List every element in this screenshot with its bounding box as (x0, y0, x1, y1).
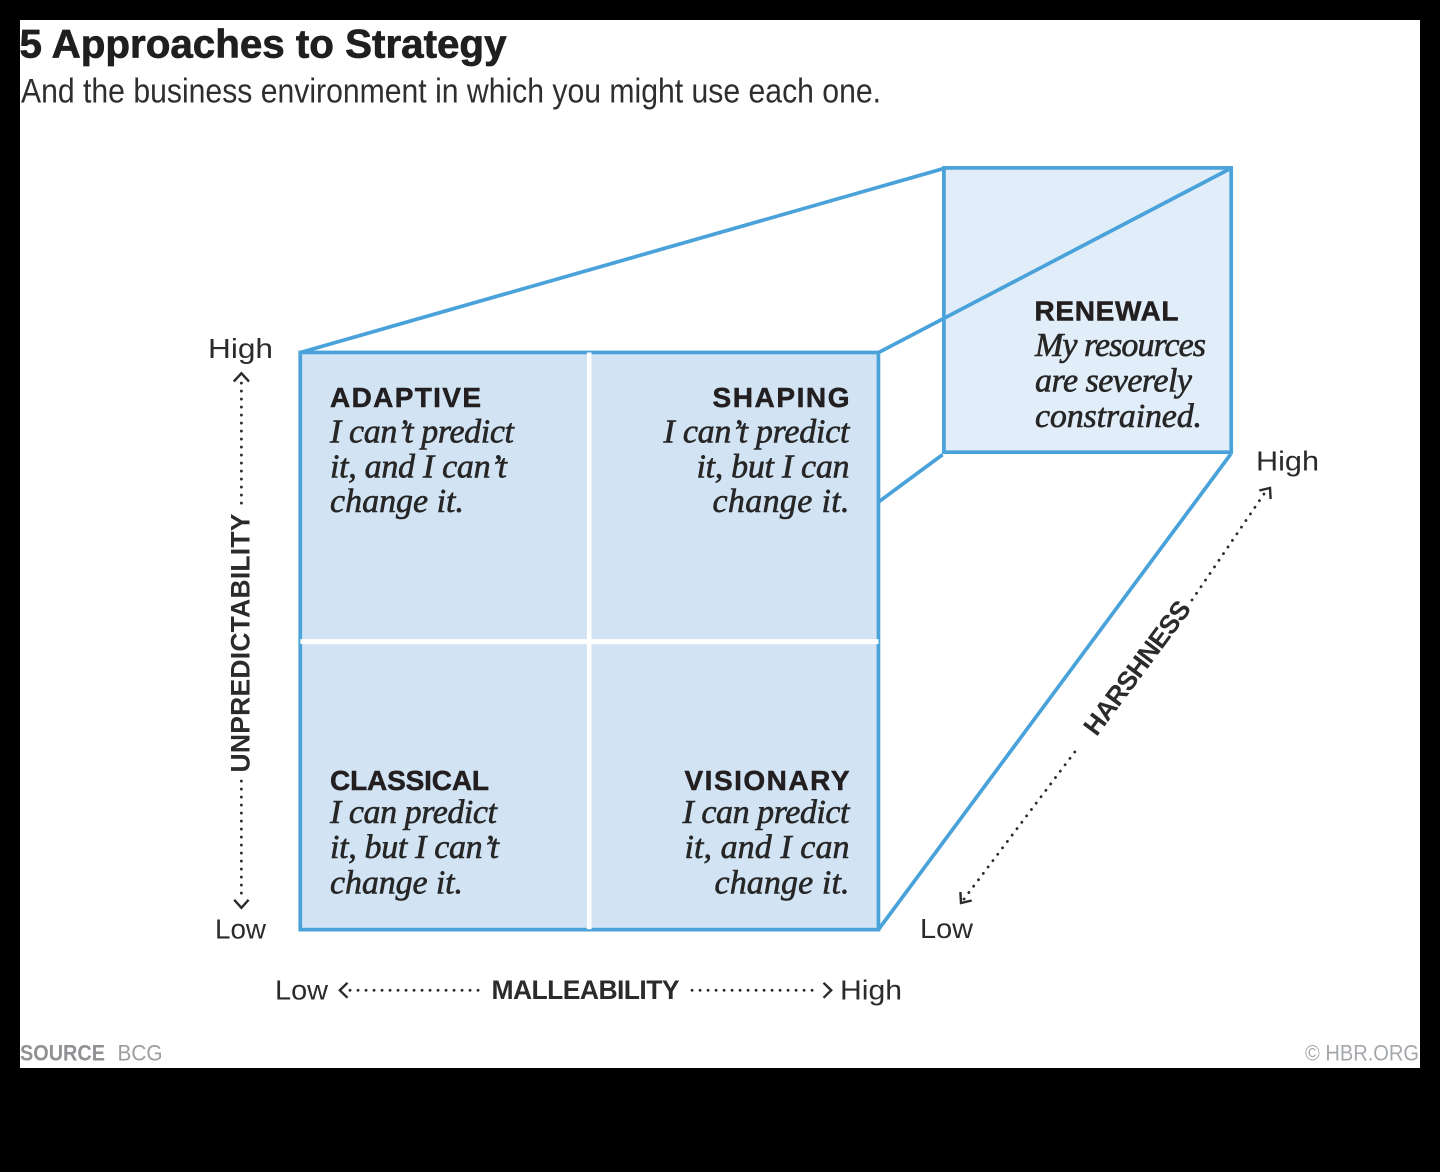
svg-text:CLASSICAL: CLASSICAL (330, 765, 489, 796)
svg-text:it, but I can’t: it, but I can’t (330, 829, 501, 866)
svg-text:Low: Low (215, 914, 267, 945)
svg-text:© HBR.ORG: © HBR.ORG (1305, 1041, 1419, 1066)
svg-text:change it.: change it. (330, 483, 464, 520)
svg-text:And the business environment i: And the business environment in which yo… (21, 73, 881, 111)
svg-text:constrained.: constrained. (1035, 398, 1202, 435)
svg-text:HARSHNESS: HARSHNESS (1077, 595, 1197, 741)
svg-text:SOURCE: SOURCE (20, 1041, 105, 1066)
svg-text:5 Approaches to Strategy: 5 Approaches to Strategy (20, 23, 508, 67)
svg-text:it, and I can’t: it, and I can’t (330, 448, 509, 485)
svg-text:I can’t predict: I can’t predict (329, 414, 516, 451)
svg-text:I can predict: I can predict (682, 794, 852, 831)
svg-text:VISIONARY: VISIONARY (685, 765, 850, 796)
svg-text:BCG: BCG (118, 1041, 163, 1066)
svg-text:RENEWAL: RENEWAL (1035, 296, 1179, 327)
svg-text:it, and I can: it, and I can (685, 829, 850, 866)
svg-text:My resources: My resources (1034, 327, 1206, 364)
svg-text:High: High (1256, 446, 1319, 477)
svg-text:it, but I can: it, but I can (697, 448, 850, 485)
svg-text:Low: Low (275, 975, 329, 1006)
svg-text:Low: Low (920, 913, 974, 944)
svg-text:change it.: change it. (330, 864, 463, 901)
svg-text:High: High (840, 975, 902, 1006)
svg-text:SHAPING: SHAPING (713, 382, 850, 413)
svg-text:change it.: change it. (713, 483, 850, 520)
svg-text:are severely: are severely (1035, 363, 1193, 400)
svg-text:ADAPTIVE: ADAPTIVE (330, 382, 481, 413)
svg-text:MALLEABILITY: MALLEABILITY (492, 975, 680, 1005)
svg-text:I can’t predict: I can’t predict (663, 414, 852, 451)
svg-text:UNPREDICTABILITY: UNPREDICTABILITY (226, 513, 256, 772)
svg-text:I can predict: I can predict (329, 794, 499, 831)
svg-text:High: High (208, 333, 273, 364)
svg-text:change it.: change it. (715, 864, 850, 901)
